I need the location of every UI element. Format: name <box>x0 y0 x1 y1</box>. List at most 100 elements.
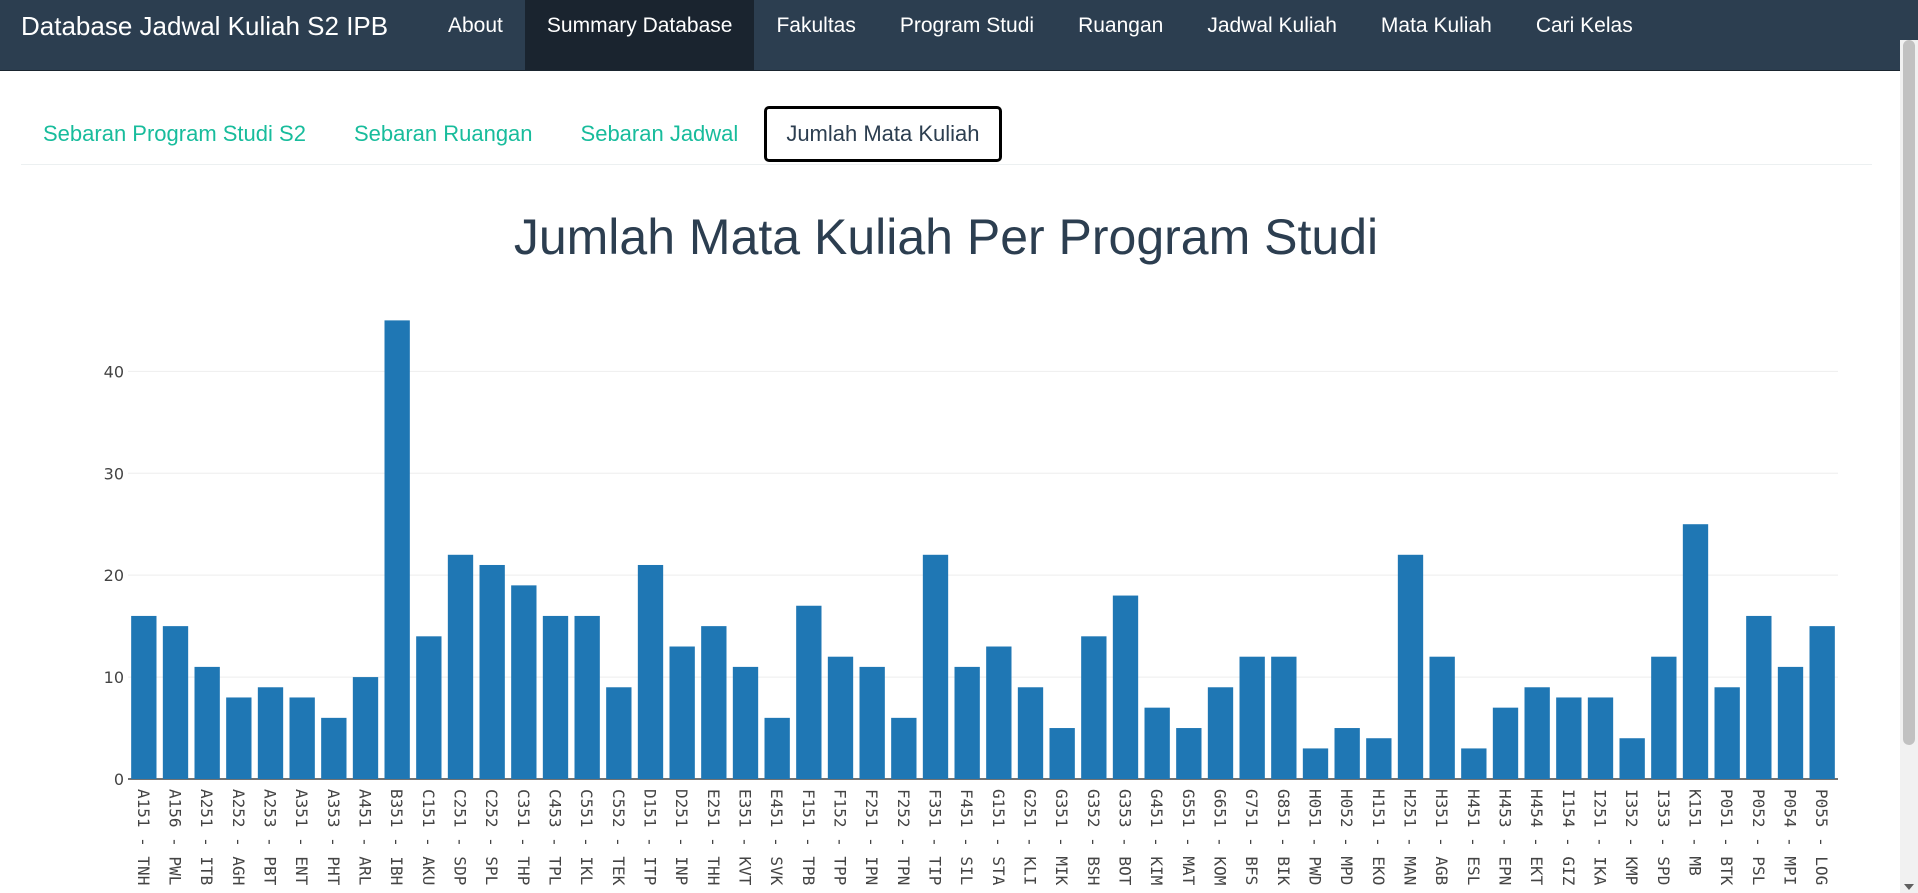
bar[interactable] <box>1619 738 1645 779</box>
bar[interactable] <box>1334 728 1360 779</box>
bar[interactable] <box>764 717 790 779</box>
bar[interactable] <box>1714 687 1740 779</box>
bar[interactable] <box>1587 697 1614 779</box>
bar[interactable] <box>1017 687 1044 779</box>
x-tick-label: F251 - IPN <box>862 789 881 885</box>
bar[interactable] <box>1429 656 1455 779</box>
x-tick-label: H453 - EPN <box>1496 789 1515 885</box>
bar[interactable] <box>1682 524 1709 779</box>
y-tick-label: 40 <box>104 362 124 381</box>
bar[interactable] <box>352 677 379 779</box>
y-axis-ticks: 0 10 20 30 40 <box>104 362 124 789</box>
bar[interactable] <box>162 626 189 779</box>
x-tick-label: F252 - TPN <box>894 789 913 885</box>
bar[interactable] <box>1144 707 1170 779</box>
x-tick-label: E251 - THH <box>704 789 723 885</box>
bar[interactable] <box>1207 687 1234 779</box>
navbar: Database Jadwal Kuliah S2 IPB About Summ… <box>0 0 1918 71</box>
bar[interactable] <box>1524 687 1550 779</box>
bar[interactable] <box>131 615 157 779</box>
y-tick-label: 10 <box>104 668 124 687</box>
x-tick-label: H251 - MAN <box>1401 789 1420 885</box>
bar[interactable] <box>669 646 695 779</box>
bar[interactable] <box>1176 728 1202 779</box>
bar[interactable] <box>891 717 917 779</box>
bar[interactable] <box>1746 615 1772 779</box>
x-tick-label: C252 - SPL <box>482 789 501 885</box>
bar[interactable] <box>479 564 505 779</box>
scrollbar-thumb[interactable] <box>1903 40 1915 745</box>
bar[interactable] <box>1112 595 1139 779</box>
x-tick-label: E351 - KVT <box>736 789 755 886</box>
bar[interactable] <box>606 687 632 779</box>
bar[interactable] <box>1492 707 1519 779</box>
bar[interactable] <box>416 636 442 779</box>
bar[interactable] <box>1049 728 1075 779</box>
x-tick-label: A253 - PBT <box>261 789 280 886</box>
nav-item-mata-kuliah[interactable]: Mata Kuliah <box>1380 14 1492 37</box>
x-tick-label: A251 - ITB <box>197 789 216 885</box>
x-tick-label: G251 - KLI <box>1021 789 1040 885</box>
x-tick-label: G151 - STA <box>989 789 1008 886</box>
x-tick-label: I154 - GIZ <box>1559 789 1578 886</box>
bar[interactable] <box>1239 656 1265 779</box>
bar[interactable] <box>1271 656 1297 779</box>
tab-sebaran-ruangan[interactable]: Sebaran Ruangan <box>353 121 533 146</box>
nav-item-about[interactable]: About <box>448 14 503 37</box>
bar[interactable] <box>796 605 822 779</box>
bar[interactable] <box>257 687 284 779</box>
x-tick-label: C251 - SDP <box>451 789 470 885</box>
nav-item-program-studi[interactable]: Program Studi <box>899 14 1035 37</box>
bar[interactable] <box>289 697 315 779</box>
tab-sebaran-jadwal[interactable]: Sebaran Jadwal <box>580 121 739 146</box>
bar[interactable] <box>226 697 252 779</box>
bar[interactable] <box>922 554 949 779</box>
bar[interactable] <box>1556 697 1582 779</box>
nav-item-fakultas[interactable]: Fakultas <box>776 14 856 37</box>
x-tick-label: A156 - PWL <box>166 789 185 885</box>
bar[interactable] <box>194 666 220 779</box>
x-tick-label: D251 - INP <box>672 789 691 885</box>
bar[interactable] <box>701 626 727 779</box>
bar[interactable] <box>384 320 410 779</box>
vertical-scrollbar[interactable] <box>1900 40 1918 893</box>
bar[interactable] <box>827 656 854 779</box>
bar[interactable] <box>1302 748 1329 779</box>
bar[interactable] <box>859 666 885 779</box>
bar[interactable] <box>954 666 980 779</box>
bar[interactable] <box>574 615 600 779</box>
x-tick-label: C453 - TPL <box>546 789 565 885</box>
x-tick-label: F151 - TPB <box>799 789 818 885</box>
bar[interactable] <box>1081 636 1107 779</box>
bar[interactable] <box>542 615 569 779</box>
x-tick-label: G451 - KIM <box>1147 789 1166 885</box>
bar[interactable] <box>986 646 1012 779</box>
bar[interactable] <box>511 585 537 779</box>
bar[interactable] <box>1366 738 1392 779</box>
x-tick-label: C351 - THP <box>514 789 533 885</box>
nav-item-summary-database[interactable]: Summary Database <box>524 0 755 70</box>
scroll-down-arrow-icon[interactable] <box>1904 884 1914 890</box>
navbar-brand[interactable]: Database Jadwal Kuliah S2 IPB <box>21 11 389 41</box>
x-tick-label: H451 - ESL <box>1464 789 1483 885</box>
chart-bars <box>131 320 1835 779</box>
bar[interactable] <box>1651 656 1677 779</box>
bar[interactable] <box>1397 554 1424 779</box>
bar[interactable] <box>1777 666 1804 779</box>
tab-jumlah-mata-kuliah[interactable]: Jumlah Mata Kuliah <box>764 106 1002 162</box>
tab-sebaran-program-studi[interactable]: Sebaran Program Studi S2 <box>43 121 306 146</box>
x-tick-label: B351 - IBH <box>387 789 406 885</box>
x-tick-label: C551 - IKL <box>577 789 596 885</box>
bar[interactable] <box>447 554 474 779</box>
nav-item-ruangan[interactable]: Ruangan <box>1078 14 1164 37</box>
bar[interactable] <box>1461 748 1487 779</box>
bar[interactable] <box>637 564 664 779</box>
bar[interactable] <box>732 666 759 779</box>
bar[interactable] <box>1809 626 1835 779</box>
nav-item-cari-kelas[interactable]: Cari Kelas <box>1535 14 1633 37</box>
x-tick-label: C552 - TEK <box>609 789 628 886</box>
x-tick-label: P054 - MPI <box>1781 789 1800 885</box>
x-tick-label: A353 - PHT <box>324 789 343 886</box>
bar[interactable] <box>321 717 347 779</box>
nav-item-jadwal-kuliah[interactable]: Jadwal Kuliah <box>1207 14 1337 37</box>
